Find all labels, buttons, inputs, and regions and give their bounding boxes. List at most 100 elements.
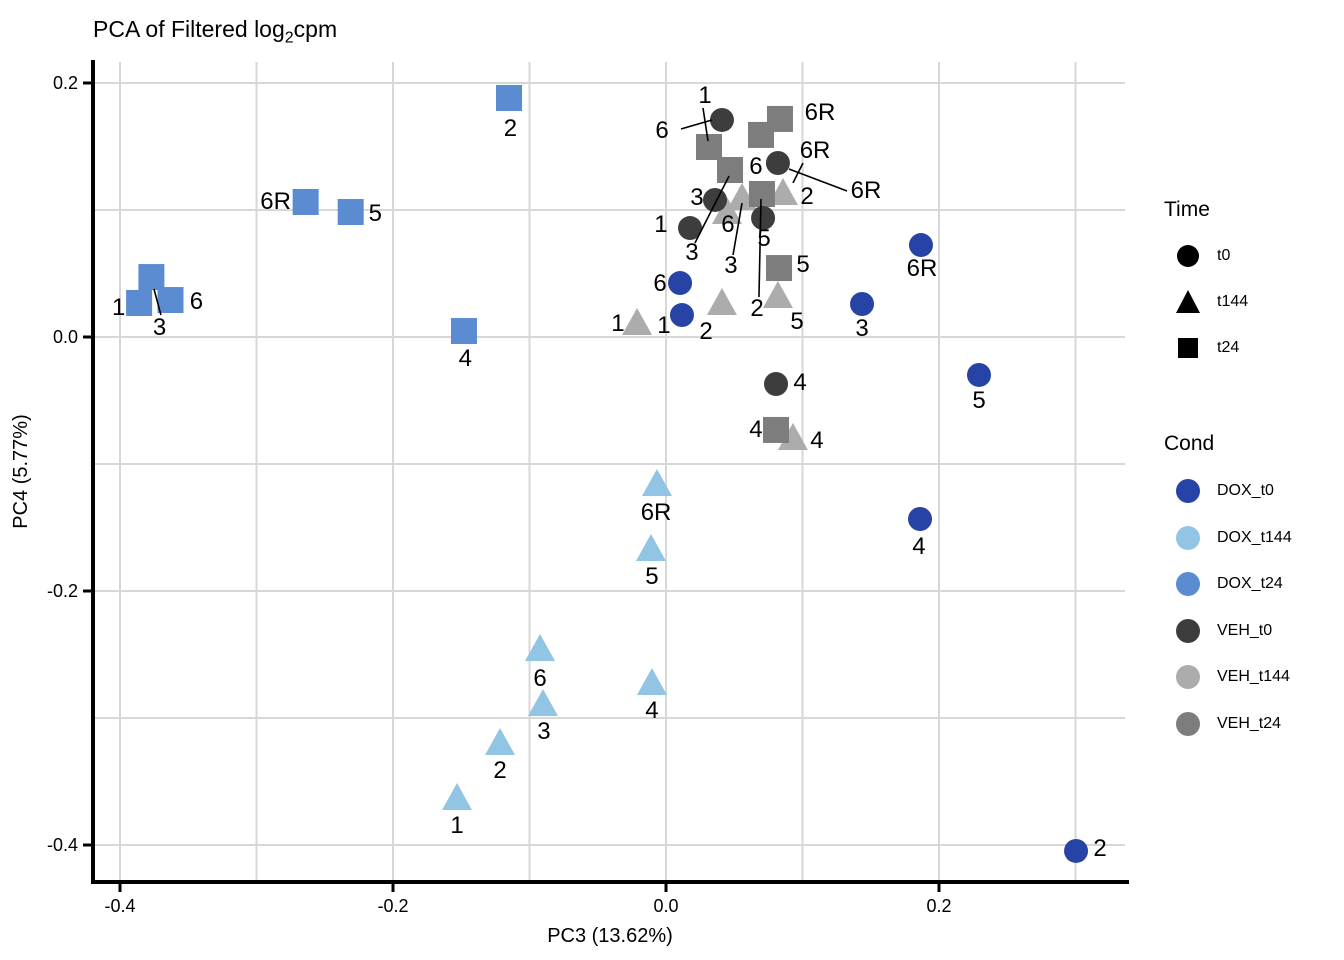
data-point-circle: [908, 233, 933, 258]
series-DOX_t144: [442, 469, 672, 810]
data-point-square: [717, 156, 744, 183]
point-label: 5: [645, 563, 658, 590]
data-point-square: [138, 264, 165, 291]
legend-cond-title: Cond: [1164, 432, 1215, 455]
x-tick-label: 0.0: [653, 896, 678, 916]
circle-icon: [1176, 572, 1200, 596]
point-label: 5: [757, 225, 770, 252]
point-label: 2: [750, 295, 763, 322]
chart-title: PCA of Filtered log2cpm: [93, 16, 337, 48]
y-tick-label: 0.0: [53, 327, 78, 347]
point-label: 5: [369, 200, 382, 227]
x-axis-title: PC3 (13.62%): [547, 925, 673, 947]
data-point-circle: [764, 371, 789, 396]
point-label: 6R: [851, 177, 882, 204]
legend-item-VEH_t144[interactable]: VEH_t144: [1173, 662, 1290, 692]
circle-icon: [1176, 712, 1200, 736]
point-label: 6: [655, 117, 668, 144]
point-label: 3: [537, 718, 550, 745]
point-label: 1: [698, 82, 711, 109]
legend-item-label: DOX_t24: [1217, 575, 1283, 592]
data-point-triangle: [635, 533, 666, 561]
point-label: 5: [796, 251, 809, 278]
data-point-square: [292, 188, 319, 215]
series-VEH_t0: [678, 107, 790, 396]
point-label: 2: [699, 318, 712, 345]
data-point-triangle: [767, 177, 798, 205]
data-point-triangle: [636, 668, 667, 696]
data-point-circle: [668, 271, 693, 296]
point-label: 1: [657, 312, 670, 339]
chart-title-pre: PCA of Filtered log: [93, 16, 285, 42]
circle-icon: [1176, 526, 1200, 550]
legend-item-label: DOX_t0: [1217, 482, 1274, 499]
data-point-circle: [669, 303, 694, 328]
legend-item-DOX_t0[interactable]: DOX_t0: [1173, 476, 1274, 506]
legend-time-title: Time: [1164, 198, 1210, 221]
data-point-triangle: [622, 308, 653, 336]
data-point-square: [766, 255, 793, 282]
point-label: 3: [724, 252, 737, 279]
point-label: 4: [459, 345, 472, 372]
data-point-square: [337, 199, 364, 226]
point-label: 1: [611, 310, 624, 337]
legend-item-VEH_t24[interactable]: VEH_t24: [1173, 709, 1281, 739]
point-label: 3: [153, 314, 166, 341]
series-DOX_t0: [668, 233, 1089, 863]
y-axis-title: PC4 (5.77%): [10, 414, 32, 529]
y-tick-label: 0.2: [53, 73, 78, 93]
data-point-square: [450, 318, 477, 345]
legend-item-t24[interactable]: t24: [1173, 333, 1239, 363]
legend-item-DOX_t24[interactable]: DOX_t24: [1173, 569, 1283, 599]
data-point-triangle: [706, 287, 737, 315]
label-leader-lines: [153, 107, 848, 316]
data-point-square: [748, 180, 775, 207]
legend-item-t144[interactable]: t144: [1173, 287, 1248, 317]
point-label: 5: [790, 308, 803, 335]
x-tick-label: -0.2: [377, 896, 408, 916]
y-tick-label: -0.2: [47, 581, 78, 601]
axes: -0.4 -0.2 0.0 0.2 0.2 0.0 -0.2 -0.4 PC3 (13.62%)…: [10, 60, 1129, 947]
series-VEH_t24: [695, 105, 793, 443]
series-VEH_t144: [622, 177, 808, 450]
data-point-triangle: [485, 728, 516, 756]
gridlines: [95, 62, 1125, 881]
point-label: 3: [855, 315, 868, 342]
point-label: 6: [190, 288, 203, 315]
data-point-square: [748, 121, 775, 148]
circle-icon: [1176, 619, 1200, 643]
data-point-circle: [678, 216, 703, 241]
legend-item-label: VEH_t144: [1217, 668, 1290, 685]
point-label: 6: [749, 153, 762, 180]
point-label: 4: [912, 533, 925, 560]
point-label: 1: [654, 211, 667, 238]
data-point-square: [695, 134, 722, 161]
data-points: [126, 84, 1089, 863]
square-icon: [1178, 338, 1198, 358]
data-point-square: [126, 289, 153, 316]
legend-item-label: DOX_t144: [1217, 529, 1292, 546]
point-label: 2: [800, 183, 813, 210]
series-DOX_t24: [126, 84, 523, 345]
data-point-triangle: [525, 634, 556, 662]
data-point-circle: [709, 107, 734, 132]
point-label: 4: [749, 416, 762, 443]
legend-item-DOX_t144[interactable]: DOX_t144: [1173, 523, 1292, 553]
point-label: 6R: [805, 99, 836, 126]
circle-icon: [1177, 245, 1199, 267]
chart-title-post: cpm: [293, 16, 338, 42]
legend-item-label: t0: [1217, 247, 1231, 264]
legend-item-t0[interactable]: t0: [1173, 241, 1230, 271]
point-label: 1: [112, 294, 125, 321]
point-label: 3: [690, 184, 703, 211]
data-point-triangle: [777, 422, 808, 450]
triangle-icon: [1176, 290, 1200, 313]
circle-icon: [1176, 479, 1200, 503]
data-point-triangle: [442, 782, 473, 810]
point-label: 6R: [641, 499, 672, 526]
point-label: 6: [653, 270, 666, 297]
data-point-triangle: [712, 197, 743, 225]
legend-item-VEH_t0[interactable]: VEH_t0: [1173, 616, 1272, 646]
data-point-circle: [966, 362, 991, 387]
